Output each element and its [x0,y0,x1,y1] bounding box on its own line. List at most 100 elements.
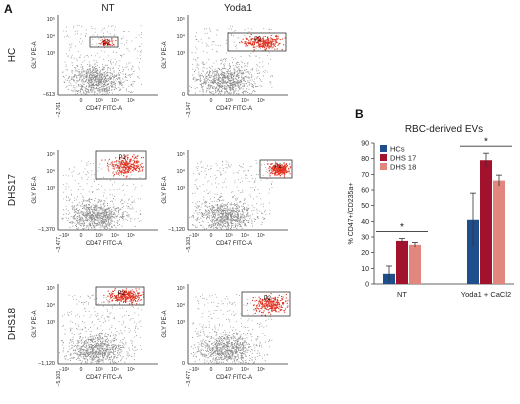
gated-event [107,40,109,42]
population-event [83,207,85,209]
gated-event [282,164,284,166]
population-event [122,71,124,72]
population-event [92,212,94,214]
population-event [95,84,97,85]
population-event [93,222,95,224]
population-event [103,216,105,218]
population-event [192,224,194,226]
population-event [101,73,103,75]
population-event [229,92,230,94]
population-event [82,199,84,201]
population-event [83,355,85,357]
population-event [207,222,209,224]
gated-event [253,44,255,46]
population-event [216,228,218,229]
population-event [261,221,263,223]
population-event [83,77,85,79]
population-event [89,219,91,221]
population-event [237,213,239,215]
population-event [237,212,239,214]
gated-event [266,44,268,46]
population-event [88,213,90,214]
population-event [234,30,236,31]
population-event [85,162,87,164]
y-tick-label: 10⁵ [177,151,185,158]
population-events [189,160,273,230]
population-event [105,209,106,210]
population-event [83,71,85,73]
population-event [212,71,214,73]
population-event [85,93,87,95]
population-event [198,71,200,73]
population-event [232,211,234,213]
population-event [194,219,196,221]
population-event [107,217,109,219]
gated-event [111,38,113,40]
y-tick-label: 0 [182,92,185,98]
population-event [81,178,83,180]
population-event [229,87,231,89]
population-event [195,36,196,37]
population-event [269,210,271,212]
population-event [93,67,95,68]
population-event [77,210,78,212]
population-event [77,228,79,230]
population-event [91,362,93,363]
population-event [105,228,107,230]
population-event [105,87,107,89]
population-event [236,218,238,219]
population-event [105,215,107,217]
population-event [89,76,90,78]
population-event [226,85,228,87]
population-event [201,61,203,63]
population-event [97,84,99,86]
population-event [67,56,69,58]
population-event [237,93,239,95]
population-event [98,73,100,75]
population-event [225,82,227,83]
population-event [203,81,205,83]
population-event [92,38,94,40]
population-event [270,38,272,40]
population-event [211,205,213,207]
gated-event [259,38,261,40]
population-event [89,356,91,358]
population-event [76,65,78,67]
gated-event [125,160,127,162]
population-event [236,221,238,223]
population-event [231,74,233,75]
population-event [209,71,211,73]
population-event [196,219,198,221]
population-event [106,355,108,357]
population-event [71,193,72,195]
population-event [225,222,227,224]
population-event [202,214,204,216]
population-event [90,72,92,74]
population-event [102,219,104,221]
population-event [68,76,70,77]
population-event [102,213,104,215]
population-event [231,72,233,74]
population-event [234,65,236,67]
population-event [217,207,219,209]
population-event [243,73,245,74]
population-event [105,224,107,226]
population-event [91,79,92,80]
population-event [104,89,106,91]
population-event [106,197,107,199]
population-event [204,79,206,81]
population-event [100,208,102,210]
gated-event [280,169,282,171]
population-event [212,49,213,50]
population-event [93,78,94,80]
gated-event [285,163,287,165]
population-event [194,192,196,194]
population-event [84,219,86,221]
population-event [97,170,99,172]
population-event [103,351,105,353]
population-event [235,204,237,205]
population-event [241,91,243,93]
population-event [108,160,109,162]
population-event [194,184,196,185]
population-event [97,34,98,36]
